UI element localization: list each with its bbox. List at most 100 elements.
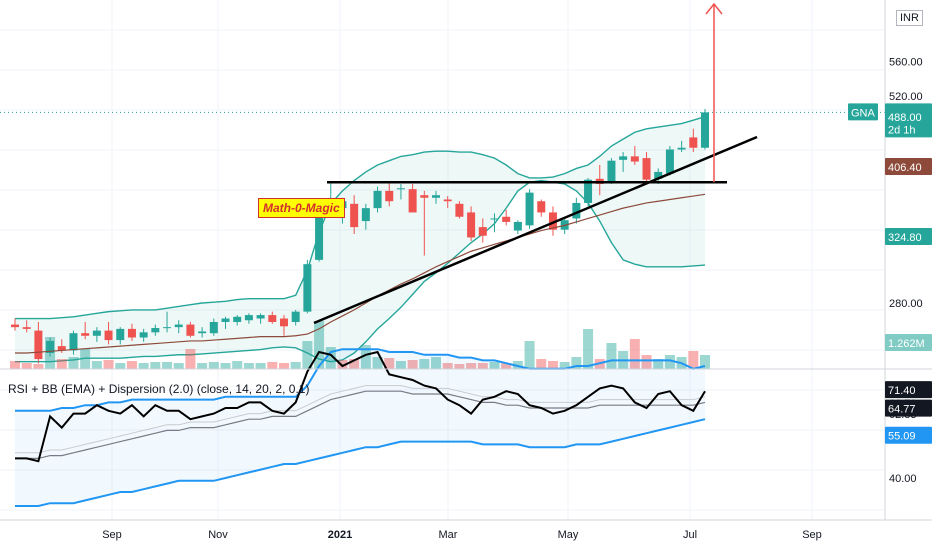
volume-bar bbox=[641, 355, 652, 369]
candle-body bbox=[127, 328, 136, 338]
volume-bar bbox=[629, 339, 640, 369]
currency-label[interactable]: INR bbox=[896, 10, 923, 26]
candle-body bbox=[163, 327, 172, 329]
volume-bar bbox=[232, 361, 243, 369]
candle-body bbox=[69, 333, 78, 351]
time-tick-label: Nov bbox=[208, 529, 228, 541]
price-tick-label: 560.00 bbox=[889, 57, 923, 69]
candle-body bbox=[233, 316, 242, 322]
candle-body bbox=[525, 192, 534, 226]
candle-body bbox=[361, 208, 370, 222]
volume-badge-bg bbox=[885, 334, 932, 351]
volume-bar bbox=[489, 362, 500, 369]
candle-body bbox=[502, 216, 511, 222]
candle-body bbox=[642, 158, 651, 180]
price-tick-label: 520.00 bbox=[889, 91, 923, 103]
rsi-band-fill bbox=[15, 349, 705, 506]
countdown-badge: 2d 1h bbox=[888, 124, 916, 136]
volume-bar bbox=[477, 363, 488, 369]
volume-bar bbox=[302, 341, 313, 369]
candle-body bbox=[654, 171, 663, 179]
volume-bar bbox=[255, 363, 266, 369]
volume-bar bbox=[103, 360, 114, 369]
volume-bar bbox=[571, 357, 582, 369]
bb-upper-line bbox=[15, 116, 706, 320]
candle-body bbox=[174, 324, 183, 328]
candle-body bbox=[268, 315, 277, 322]
rsi-upper-badge-bg bbox=[885, 381, 932, 399]
volume-bar bbox=[126, 361, 137, 369]
volume-bar bbox=[56, 359, 67, 369]
volume-bar bbox=[68, 357, 79, 369]
rsi-line bbox=[15, 350, 706, 463]
candle-body bbox=[198, 331, 207, 334]
candle-body bbox=[291, 311, 300, 322]
bb-lower-badge-bg bbox=[885, 228, 932, 245]
volume-bar bbox=[185, 349, 196, 369]
candle-body bbox=[373, 190, 382, 209]
bb-fill bbox=[15, 116, 705, 362]
volume-bar bbox=[314, 321, 325, 369]
candle-body bbox=[209, 321, 218, 334]
rsi-upper-badge: 71.40 bbox=[888, 385, 916, 397]
candle-body bbox=[665, 149, 674, 174]
candle-body bbox=[408, 189, 417, 213]
candle-body bbox=[34, 330, 43, 360]
time-tick-label: Jul bbox=[683, 529, 697, 541]
symbol-badge-bg bbox=[848, 103, 878, 121]
candle-body bbox=[57, 346, 66, 351]
volume-bar bbox=[524, 341, 535, 369]
candle-body bbox=[92, 330, 101, 336]
candle-body bbox=[315, 211, 324, 260]
volume-bar bbox=[10, 361, 20, 369]
rsi-band-upper bbox=[15, 348, 706, 412]
candle-body bbox=[22, 327, 31, 329]
candle-body bbox=[513, 221, 522, 231]
time-tick-label: Mar bbox=[439, 529, 458, 541]
candle-body bbox=[151, 328, 160, 333]
rsi-mid-line bbox=[15, 390, 706, 459]
candle-body bbox=[677, 147, 686, 150]
rsi-lower-badge-bg bbox=[885, 426, 932, 444]
volume-bar bbox=[21, 363, 32, 369]
volume-bar bbox=[243, 363, 254, 369]
bb-lower-badge: 324.80 bbox=[888, 232, 922, 244]
axis-layer: 560.00520.00440.00360.00280.00240.0066.7… bbox=[0, 0, 932, 541]
volume-bar bbox=[664, 355, 675, 369]
candle-layer bbox=[11, 108, 709, 364]
rsi-indicator-label[interactable]: RSI + BB (EMA) + Dispersion (2.0) (close… bbox=[8, 382, 310, 396]
time-tick-label: Sep bbox=[102, 529, 122, 541]
bb-upper-badge: 488.00 bbox=[888, 112, 922, 124]
candle-body bbox=[432, 195, 441, 198]
volume-bar bbox=[466, 363, 477, 369]
volume-bar bbox=[384, 358, 395, 369]
volume-bar bbox=[372, 357, 383, 369]
candle-body bbox=[11, 324, 19, 328]
volume-bar bbox=[33, 364, 44, 369]
volume-bar bbox=[325, 347, 336, 369]
rsi-value-badge: 64.77 bbox=[888, 404, 916, 416]
candle-body bbox=[139, 332, 148, 338]
rsi-tick-label: 40.00 bbox=[889, 473, 917, 485]
candle-body bbox=[467, 212, 476, 238]
volume-bar bbox=[688, 351, 699, 369]
candle-body bbox=[46, 340, 55, 354]
volume-bar bbox=[349, 359, 360, 369]
time-tick-label: 2021 bbox=[328, 529, 352, 541]
volume-bar bbox=[501, 363, 512, 369]
line-layer bbox=[0, 2, 885, 354]
annotation-label: Math-0-Magic bbox=[258, 198, 345, 218]
volume-bar bbox=[208, 362, 219, 369]
volume-bar bbox=[337, 360, 348, 369]
volume-bar bbox=[583, 329, 594, 369]
volume-bar bbox=[419, 359, 430, 369]
rsi-lower-badge: 55.09 bbox=[888, 431, 916, 443]
volume-bar bbox=[700, 355, 710, 369]
candle-body bbox=[584, 179, 593, 203]
grid-layer bbox=[0, 0, 885, 520]
volume-bar bbox=[653, 359, 664, 369]
volume-bar bbox=[278, 363, 289, 369]
candle-body bbox=[256, 315, 265, 319]
volume-bar bbox=[150, 362, 161, 369]
